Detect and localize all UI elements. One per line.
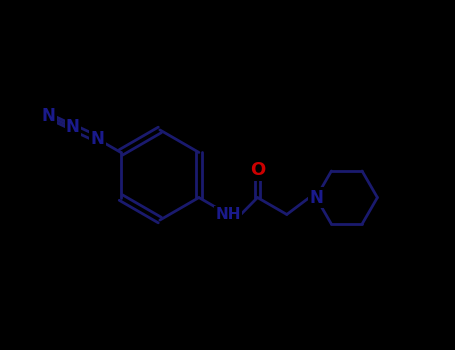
Text: N: N <box>91 130 104 148</box>
Text: N: N <box>66 119 80 136</box>
Text: NH: NH <box>216 207 241 222</box>
Text: N: N <box>41 107 55 125</box>
Text: N: N <box>309 189 323 206</box>
Text: O: O <box>250 161 265 180</box>
